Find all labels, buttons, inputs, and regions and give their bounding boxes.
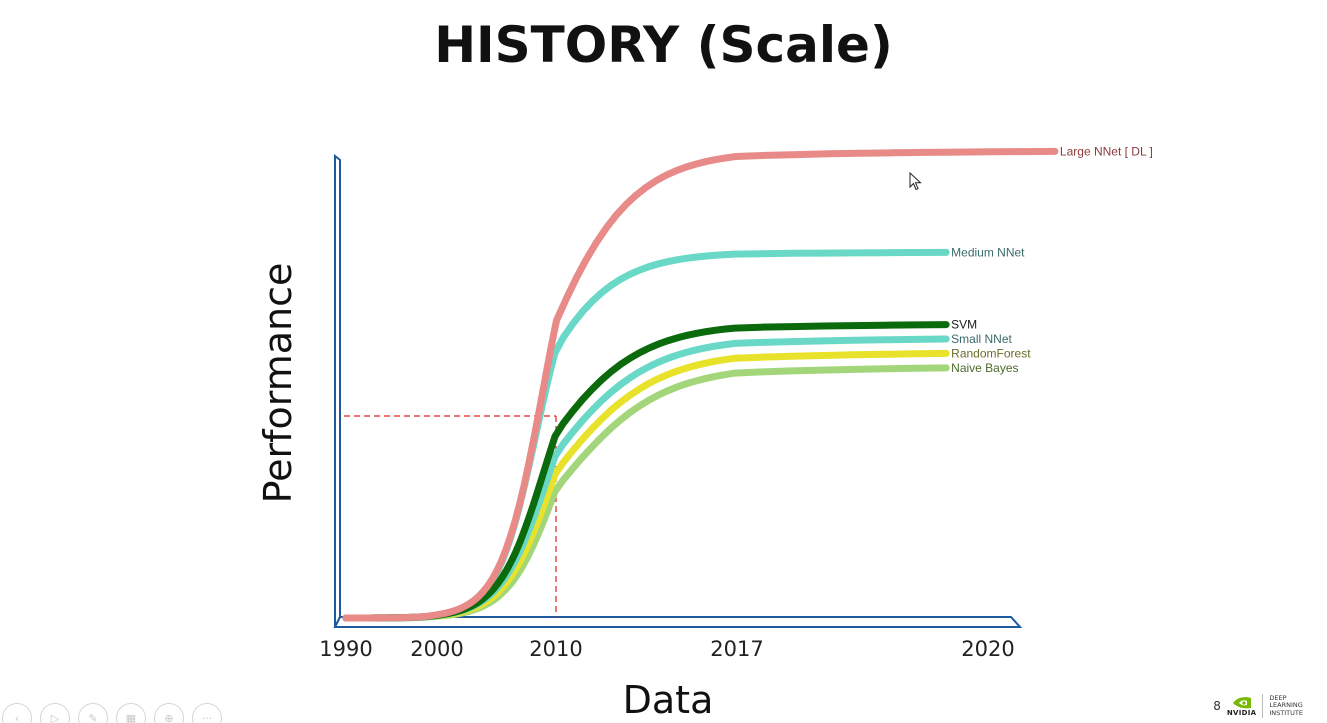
slide-title: HISTORY (Scale) (434, 16, 893, 74)
zoom-button[interactable]: ⊕ (154, 703, 184, 723)
series-label-svm: SVM (951, 318, 977, 332)
logo-line-2: LEARNING (1269, 701, 1303, 710)
logo-line-3: INSTITUTE (1269, 708, 1303, 717)
previous-slide-icon: ‹ (14, 711, 20, 723)
logo-text: DEEP LEARNING INSTITUTE (1269, 693, 1303, 718)
x-tick-1990: 1990 (319, 637, 373, 661)
series-line-randomforest (342, 349, 950, 622)
series-label-naive-bayes: Naive Bayes (951, 361, 1018, 375)
nvidia-dli-logo: NVIDIA DEEP LEARNING INSTITUTE (1227, 694, 1303, 718)
series-line-medium-nnet (342, 248, 950, 622)
x-tick-2017: 2017 (710, 637, 764, 661)
logo-line-1: DEEP (1269, 693, 1287, 702)
slide-footer: 8 NVIDIA DEEP LEARNING INSTITUTE (1213, 694, 1303, 718)
page-number: 8 (1213, 699, 1221, 713)
logo-divider (1262, 694, 1264, 718)
series-line-small-nnet (342, 335, 950, 622)
pen-icon: ✎ (88, 711, 98, 723)
slides-view-button[interactable]: ▦ (116, 703, 146, 723)
series-line-large-nnet-dl (342, 147, 1059, 622)
next-slide-icon: ▷ (50, 711, 60, 723)
series-label-large-nnet-dl: Large NNet [ DL ] (1060, 144, 1153, 158)
series-label-medium-nnet: Medium NNet (951, 245, 1025, 259)
more-options-icon: ··· (201, 711, 213, 723)
more-options-button[interactable]: ··· (192, 703, 222, 723)
x-axis-line (333, 616, 1023, 628)
zoom-icon: ⊕ (164, 711, 174, 723)
x-axis-title: Data (622, 678, 714, 722)
mouse-pointer-icon (909, 172, 922, 191)
nvidia-eye-icon: NVIDIA (1227, 696, 1257, 717)
presentation-toolbar: ‹ ▷ ✎ ▦ ⊕ ··· (0, 703, 222, 723)
series-label-randomforest: RandomForest (951, 346, 1031, 360)
x-tick-2010: 2010 (529, 637, 583, 661)
pen-button[interactable]: ✎ (78, 703, 108, 723)
series-label-small-nnet: Small NNet (951, 332, 1012, 346)
slides-view-icon: ▦ (125, 711, 137, 723)
logo-word: NVIDIA (1226, 708, 1257, 717)
x-tick-2020: 2020 (961, 637, 1015, 661)
x-tick-2000: 2000 (410, 637, 464, 661)
series-line-naive-bayes (342, 364, 950, 622)
y-axis-title: Performance (256, 262, 300, 504)
y-axis-line (334, 153, 341, 628)
previous-slide-button[interactable]: ‹ (2, 703, 32, 723)
chart-axes (333, 153, 1023, 628)
guide-lines (344, 415, 557, 617)
next-slide-button[interactable]: ▷ (40, 703, 70, 723)
